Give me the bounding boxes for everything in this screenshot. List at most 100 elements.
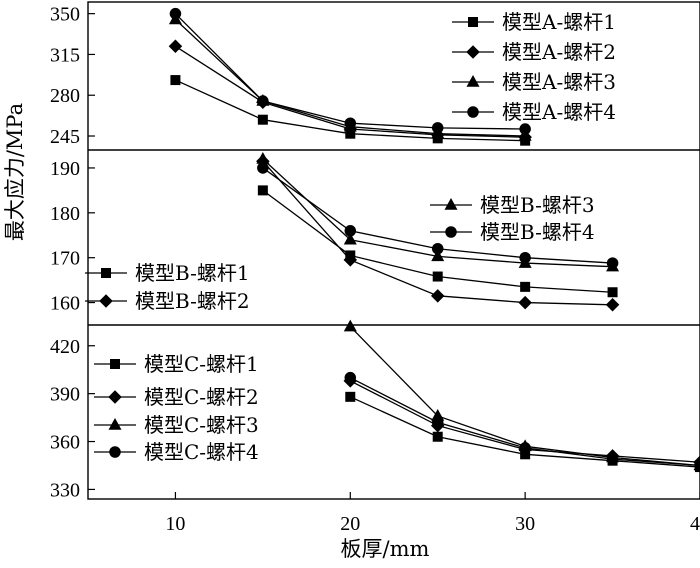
panel-B: 160 170 180 190 模型B-螺杆3 模型B-螺杆4 模型B-螺杆1 模型B-螺杆2 <box>50 151 620 315</box>
data-point <box>432 431 443 442</box>
data-point <box>430 289 445 303</box>
data-point <box>605 298 620 312</box>
legend-label: 模型C-螺杆2 <box>144 385 259 409</box>
y-tick-label: 160 <box>50 293 80 315</box>
data-point <box>520 281 531 292</box>
panel-A: 245 280 315 350 模型A-螺杆1 模型A-螺杆2 模型A-螺杆3 模型A-螺杆4 <box>50 4 616 148</box>
legend-label: 模型B-螺杆3 <box>480 193 595 217</box>
legend-marker <box>109 446 121 458</box>
legend-C: 模型C-螺杆1 模型C-螺杆2 模型C-螺杆3 模型C-螺杆4 <box>94 352 259 464</box>
y-tick-label: 245 <box>50 126 80 148</box>
y-tick-label: 330 <box>50 479 80 501</box>
legend-item: 模型A-螺杆4 <box>452 100 616 124</box>
data-point <box>606 453 619 465</box>
legend-item: 模型B-螺杆2 <box>85 289 250 313</box>
data-point <box>519 123 531 135</box>
legend-item: 模型B-螺杆4 <box>430 220 595 244</box>
legend-item: 模型C-螺杆1 <box>94 352 259 376</box>
x-tick-label: 20 <box>340 513 360 535</box>
x-tick-label: 40 <box>690 513 700 535</box>
series-B-3 <box>256 151 620 272</box>
data-point <box>170 75 181 86</box>
legend-item: 模型C-螺杆4 <box>94 440 259 464</box>
legend-marker <box>110 359 120 369</box>
data-point <box>694 459 700 472</box>
legend-marker <box>445 226 457 238</box>
y-tick-label: 315 <box>50 44 80 66</box>
data-point <box>257 185 268 196</box>
data-point <box>169 7 182 20</box>
y-tick-label: 420 <box>50 336 80 358</box>
data-point <box>518 295 532 310</box>
data-point <box>343 232 357 245</box>
legend-marker <box>108 418 122 430</box>
legend-item: 模型C-螺杆3 <box>94 413 259 437</box>
series-B-4 <box>257 162 619 269</box>
x-tick-label: 30 <box>515 513 535 535</box>
y-axis-label: 最大应力/MPa <box>3 103 27 241</box>
data-point <box>344 225 357 237</box>
data-point <box>607 287 618 298</box>
plot-frame <box>87 1 700 500</box>
data-point <box>606 257 619 269</box>
chart-panels: 245 280 315 350 模型A-螺杆1 模型A-螺杆2 模型A-螺杆3 模型A-螺杆4… <box>50 4 700 501</box>
data-point <box>431 249 445 262</box>
legend-item: 模型B-螺杆3 <box>430 193 595 217</box>
legend-marker <box>467 106 479 118</box>
data-point <box>518 129 532 141</box>
legend-marker <box>99 294 113 308</box>
legend-label: 模型C-螺杆1 <box>144 352 259 376</box>
data-point <box>345 391 356 402</box>
data-point <box>343 253 358 267</box>
legend-marker <box>466 45 480 59</box>
legend-item: 模型A-螺杆3 <box>452 70 616 94</box>
legend-label: 模型B-螺杆2 <box>135 289 250 313</box>
legend-item: 模型A-螺杆2 <box>452 40 616 64</box>
legend-label: 模型C-螺杆4 <box>144 440 259 464</box>
x-axis: 10 20 30 40 <box>165 492 700 535</box>
data-point <box>519 251 531 264</box>
y-tick-label: 360 <box>50 432 80 454</box>
legend-label: 模型B-螺杆4 <box>480 220 595 244</box>
y-tick-label: 170 <box>50 248 80 270</box>
legend-label: 模型B-螺杆1 <box>135 261 250 285</box>
data-point <box>344 117 357 129</box>
data-point <box>431 416 444 429</box>
x-tick-label: 10 <box>165 513 185 535</box>
legend-marker <box>468 17 478 27</box>
data-point <box>257 114 268 125</box>
data-point <box>431 242 444 255</box>
legend-label: 模型A-螺杆1 <box>502 10 616 34</box>
data-point <box>256 151 270 164</box>
data-point <box>257 95 269 107</box>
y-tick-label: 390 <box>50 384 80 406</box>
legend-label: 模型A-螺杆2 <box>502 40 616 64</box>
legend-item: 模型C-螺杆2 <box>94 385 259 409</box>
data-point <box>432 271 443 282</box>
legend-B: 模型B-螺杆3 模型B-螺杆4 模型B-螺杆1 模型B-螺杆2 <box>85 193 595 313</box>
panel-C: 330 360 390 420 模型C-螺杆1 模型C-螺杆2 模型C-螺杆3 模型C-螺杆4 <box>50 319 700 501</box>
legend-label: 模型A-螺杆4 <box>502 100 616 124</box>
legend-marker <box>101 268 111 278</box>
legend-label: 模型A-螺杆3 <box>502 70 616 94</box>
legend-label: 模型C-螺杆3 <box>144 413 259 437</box>
legend-marker <box>466 75 480 87</box>
y-tick-label: 180 <box>50 203 80 225</box>
data-point <box>344 371 357 384</box>
y-tick-label: 280 <box>50 85 80 107</box>
series-A-4 <box>169 7 531 135</box>
legend-marker <box>108 390 122 404</box>
x-axis-label: 板厚/mm <box>341 537 430 561</box>
legend-A: 模型A-螺杆1 模型A-螺杆2 模型A-螺杆3 模型A-螺杆4 <box>452 10 616 124</box>
data-point <box>168 39 183 54</box>
data-point <box>519 442 531 454</box>
legend-item: 模型A-螺杆1 <box>452 10 616 34</box>
data-point <box>257 162 269 174</box>
legend-marker <box>444 198 458 210</box>
data-point <box>431 122 444 134</box>
plot-border <box>87 1 700 500</box>
legend-item: 模型B-螺杆1 <box>85 261 250 285</box>
series-C-4 <box>344 371 700 472</box>
y-tick-label: 350 <box>50 4 80 26</box>
